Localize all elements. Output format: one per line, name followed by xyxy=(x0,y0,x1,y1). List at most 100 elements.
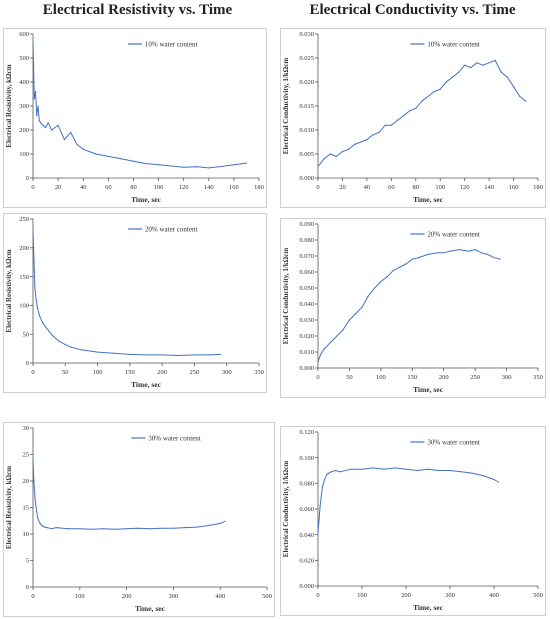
data-point xyxy=(41,525,43,527)
data-point xyxy=(443,252,445,254)
x-tick-label: 250 xyxy=(190,369,200,376)
x-tick-label: 500 xyxy=(533,592,543,599)
data-point xyxy=(57,124,59,126)
data-point xyxy=(132,160,135,162)
data-point xyxy=(317,165,319,167)
data-point xyxy=(76,143,78,145)
chart-conductivity-10: 0 20 40 60 80 100 120 140 160 180 0.000 0.005 0.010 0… xyxy=(280,28,546,208)
chart-conductivity-20: 0 50 100 150 200 250 300 350 0.000 0.010 0.020 0.03… xyxy=(280,218,546,398)
chart-resistivity-20: 0 50 100 150 200 250 300 350 0 50 100 150 200 250 Time… xyxy=(3,213,267,393)
data-point xyxy=(42,124,44,126)
x-axis-label: Time, sec xyxy=(131,195,162,204)
data-point xyxy=(82,148,84,150)
x-tick-label: 200 xyxy=(439,374,449,381)
y-tick-label: 300 xyxy=(19,103,29,110)
data-point xyxy=(519,95,521,97)
x-tick-label: 80 xyxy=(130,184,137,191)
data-point xyxy=(33,270,35,272)
chart-frame xyxy=(280,28,546,208)
x-tick-label: 60 xyxy=(105,184,112,191)
x-tick-label: 0 xyxy=(31,593,34,600)
y-tick-label: 5 xyxy=(26,558,29,565)
chart-frame xyxy=(3,422,275,617)
legend-label: 20% water content xyxy=(145,225,198,233)
x-axis-label: Time, sec xyxy=(413,603,444,612)
x-tick-label: 40 xyxy=(80,184,87,191)
data-point xyxy=(392,269,395,271)
data-point xyxy=(449,469,451,472)
series-line xyxy=(317,59,527,167)
x-tick-label: 120 xyxy=(460,184,470,191)
x-tick-label: 0 xyxy=(316,184,319,191)
data-point xyxy=(402,115,405,117)
data-point xyxy=(360,141,362,143)
data-point xyxy=(195,166,197,168)
y-tick-label: 0.040 xyxy=(299,532,314,539)
data-point xyxy=(329,341,332,343)
data-point xyxy=(439,88,441,90)
data-point xyxy=(427,468,429,470)
x-tick-label: 0 xyxy=(316,374,319,381)
x-tick-label: 300 xyxy=(222,369,232,376)
data-point xyxy=(506,76,509,78)
x-tick-label: 100 xyxy=(376,374,386,381)
data-point xyxy=(245,162,248,164)
x-tick-label: 50 xyxy=(62,369,69,376)
y-tick-label: 0.060 xyxy=(299,269,314,276)
x-tick-label: 140 xyxy=(484,184,494,191)
data-point xyxy=(323,158,325,160)
x-tick-label: 300 xyxy=(445,592,455,599)
data-point xyxy=(355,313,357,315)
y-tick-label: 0.120 xyxy=(299,429,314,436)
data-point xyxy=(33,98,35,100)
data-point xyxy=(107,155,109,157)
data-point xyxy=(46,527,48,529)
y-tick-label: 0.050 xyxy=(299,285,314,292)
y-axis-label: Electrical Conductivity, 1/kΩcm xyxy=(282,58,290,155)
chart-resistivity-30: 0 100 200 300 400 500 0 5 10 15 20 25 30 Time, sec Ele… xyxy=(3,422,275,617)
data-point xyxy=(380,281,382,283)
data-point xyxy=(33,480,35,482)
data-point xyxy=(361,468,363,470)
data-point xyxy=(487,253,489,255)
x-tick-label: 20 xyxy=(339,184,346,191)
data-point xyxy=(348,319,351,321)
y-tick-label: 400 xyxy=(19,79,29,86)
x-tick-label: 60 xyxy=(388,184,395,191)
data-point xyxy=(170,165,172,167)
data-point xyxy=(512,86,515,88)
data-point xyxy=(470,67,472,69)
data-point xyxy=(367,295,369,297)
data-point xyxy=(90,528,93,530)
data-point xyxy=(482,64,484,66)
x-axis-label: Time, sec xyxy=(413,195,444,204)
data-point xyxy=(161,527,163,529)
x-tick-label: 200 xyxy=(122,593,132,600)
data-point xyxy=(329,153,331,155)
y-axis-label: Electrical Conductivity, 1/kΩcm xyxy=(282,461,290,558)
x-tick-label: 180 xyxy=(533,184,543,191)
y-tick-label: 0.005 xyxy=(299,151,314,158)
data-point xyxy=(427,95,429,97)
legend-label: 30% water content xyxy=(148,434,201,442)
data-point xyxy=(44,127,47,129)
data-point xyxy=(32,43,34,45)
data-point xyxy=(34,501,36,503)
x-tick-label: 160 xyxy=(509,184,519,191)
data-point xyxy=(438,469,440,472)
data-point xyxy=(44,526,46,528)
left-column-title: Electrical Resistivity vs. Time xyxy=(42,2,233,18)
x-axis-label: Time, sec xyxy=(135,604,166,613)
x-tick-label: 500 xyxy=(262,593,272,600)
data-point xyxy=(378,131,380,133)
y-tick-label: 0.020 xyxy=(299,558,314,565)
data-point xyxy=(321,486,323,488)
y-tick-label: 200 xyxy=(19,127,29,134)
x-tick-label: 40 xyxy=(364,184,371,191)
data-point xyxy=(335,155,337,157)
data-point xyxy=(471,472,473,474)
x-tick-label: 160 xyxy=(229,184,239,191)
y-tick-label: 0 xyxy=(26,175,29,182)
data-point xyxy=(405,263,407,265)
data-point xyxy=(416,469,418,472)
